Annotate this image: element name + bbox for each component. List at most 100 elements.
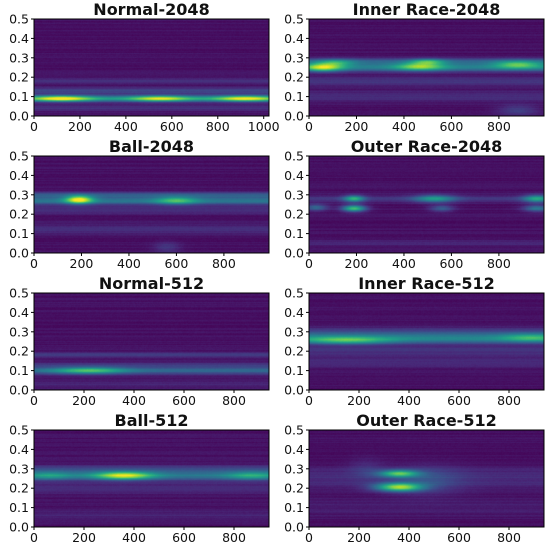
heatmap-image — [34, 19, 269, 116]
plot-frame — [308, 429, 545, 528]
x-tick-label: 800 — [497, 530, 521, 545]
x-tick-label: 0 — [305, 530, 313, 545]
x-tick-label: 800 — [222, 393, 246, 408]
heatmap-chart: Outer Race-2048 0.0 0.1 0.2 0.3 0.4 0.5 0 200 400… — [284, 137, 545, 271]
y-tick-label: 0.2 — [284, 344, 304, 359]
y-tick-label: 0.2 — [9, 70, 29, 85]
y-tick-label: 0.3 — [9, 461, 29, 476]
y-tick-label: 0.1 — [284, 500, 304, 515]
x-tick-label: 800 — [212, 256, 236, 271]
heatmap-chart: Normal-512 0.0 0.1 0.2 0.3 0.4 0.5 0 200 400 600 80… — [9, 274, 270, 408]
x-tick-label: 0 — [305, 393, 313, 408]
y-tick-label: 0.0 — [284, 246, 304, 261]
x-tick-label: 600 — [447, 393, 471, 408]
y-tick-label: 0.5 — [284, 12, 304, 27]
heatmap-chart: Inner Race-2048 0.0 0.1 0.2 0.3 0.4 0.5 0 200 400… — [284, 0, 545, 134]
heatmap-image — [309, 156, 544, 253]
y-tick-label: 0.5 — [9, 149, 29, 164]
x-tick-label: 0 — [305, 256, 313, 271]
x-tick-label: 800 — [487, 256, 511, 271]
x-tick-label: 0 — [30, 119, 38, 134]
plot-frame — [308, 155, 545, 254]
x-tick-label: 0 — [30, 393, 38, 408]
y-tick-label: 0.3 — [284, 187, 304, 202]
x-tick-label: 800 — [206, 119, 230, 134]
chart-title: Normal-512 — [99, 274, 204, 293]
heatmap-chart: Ball-512 0.0 0.1 0.2 0.3 0.4 0.5 0 200 400 600 800 — [9, 411, 270, 545]
x-tick-label: 400 — [397, 393, 421, 408]
chart-title: Normal-2048 — [93, 0, 209, 19]
y-tick-label: 0.2 — [284, 207, 304, 222]
x-tick-label: 200 — [345, 256, 369, 271]
x-tick-label: 200 — [345, 119, 369, 134]
y-tick-label: 0.3 — [9, 324, 29, 339]
panel-normal-2048: Normal-2048 0.0 0.1 0.2 0.3 0.4 0.5 0 200 400 600 8… — [0, 0, 280, 137]
y-tick-label: 0.1 — [284, 226, 304, 241]
x-tick-label: 200 — [347, 530, 371, 545]
y-tick-label: 0.3 — [9, 50, 29, 65]
y-tick-label: 0.1 — [284, 89, 304, 104]
x-tick-label: 600 — [172, 530, 196, 545]
chart-title: Ball-2048 — [109, 137, 194, 156]
x-tick-label: 400 — [122, 530, 146, 545]
y-tick-label: 0.3 — [9, 187, 29, 202]
y-tick-label: 0.1 — [284, 363, 304, 378]
x-tick-label: 800 — [497, 393, 521, 408]
x-tick-label: 800 — [222, 530, 246, 545]
x-tick-label: 200 — [72, 393, 96, 408]
y-tick-label: 0.4 — [9, 442, 29, 457]
x-tick-label: 1000 — [248, 119, 280, 134]
plot-frame — [33, 292, 270, 391]
x-tick-label: 600 — [439, 256, 463, 271]
x-tick-label: 400 — [122, 393, 146, 408]
chart-title: Ball-512 — [115, 411, 189, 430]
x-tick-label: 0 — [30, 256, 38, 271]
y-tick-label: 0.4 — [284, 442, 304, 457]
y-tick-label: 0.4 — [9, 31, 29, 46]
chart-title: Inner Race-512 — [358, 274, 495, 293]
x-tick-label: 200 — [347, 393, 371, 408]
y-tick-label: 0.4 — [284, 31, 304, 46]
panel-outer-race-512: Outer Race-512 0.0 0.1 0.2 0.3 0.4 0.5 0 200 400 6… — [275, 411, 550, 548]
x-tick-label: 400 — [114, 119, 138, 134]
y-tick-label: 0.4 — [9, 168, 29, 183]
y-tick-label: 0.1 — [9, 363, 29, 378]
x-tick-label: 400 — [392, 256, 416, 271]
panel-outer-race-2048: Outer Race-2048 0.0 0.1 0.2 0.3 0.4 0.5 0 200 400… — [275, 137, 550, 274]
panel-inner-race-512: Inner Race-512 0.0 0.1 0.2 0.3 0.4 0.5 0 200 400 6… — [275, 274, 550, 411]
x-tick-label: 600 — [160, 119, 184, 134]
heatmap-image — [309, 293, 544, 390]
y-tick-label: 0.3 — [284, 50, 304, 65]
heatmap-image — [309, 430, 544, 527]
heatmap-chart: Normal-2048 0.0 0.1 0.2 0.3 0.4 0.5 0 200 400 600 8… — [9, 0, 280, 134]
plot-frame — [33, 429, 270, 528]
y-tick-label: 0.0 — [284, 109, 304, 124]
y-tick-label: 0.1 — [9, 226, 29, 241]
heatmap-image — [34, 293, 269, 390]
y-tick-label: 0.5 — [9, 286, 29, 301]
x-tick-label: 400 — [397, 530, 421, 545]
x-tick-label: 200 — [70, 256, 94, 271]
y-tick-label: 0.1 — [9, 500, 29, 515]
x-tick-label: 600 — [164, 256, 188, 271]
heatmap-chart: Inner Race-512 0.0 0.1 0.2 0.3 0.4 0.5 0 200 400 6… — [284, 274, 545, 408]
y-tick-label: 0.2 — [9, 481, 29, 496]
y-tick-label: 0.3 — [284, 461, 304, 476]
y-tick-label: 0.0 — [9, 246, 29, 261]
chart-title: Outer Race-512 — [356, 411, 496, 430]
y-tick-label: 0.5 — [284, 149, 304, 164]
y-tick-label: 0.3 — [284, 324, 304, 339]
x-tick-label: 800 — [487, 119, 511, 134]
x-tick-label: 0 — [305, 119, 313, 134]
heatmap-chart: Outer Race-512 0.0 0.1 0.2 0.3 0.4 0.5 0 200 400 6… — [284, 411, 545, 545]
y-tick-label: 0.0 — [9, 520, 29, 535]
chart-title: Inner Race-2048 — [353, 0, 501, 19]
y-tick-label: 0.2 — [9, 207, 29, 222]
y-tick-label: 0.5 — [9, 12, 29, 27]
panel-inner-race-2048: Inner Race-2048 0.0 0.1 0.2 0.3 0.4 0.5 0 200 400… — [275, 0, 550, 137]
y-tick-label: 0.5 — [284, 286, 304, 301]
plot-frame — [33, 18, 270, 117]
y-tick-label: 0.4 — [284, 305, 304, 320]
y-tick-label: 0.2 — [9, 344, 29, 359]
y-tick-label: 0.4 — [284, 168, 304, 183]
